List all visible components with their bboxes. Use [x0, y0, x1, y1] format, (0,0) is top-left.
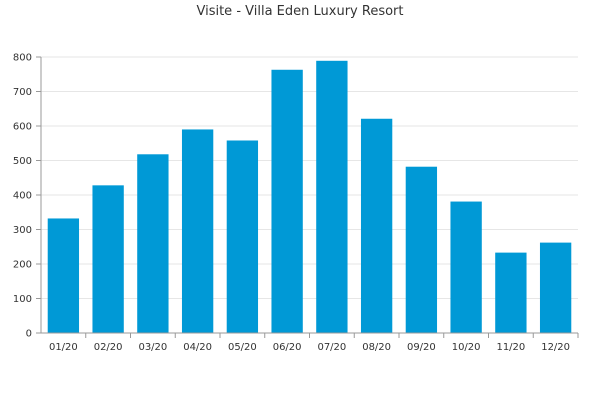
bar	[137, 154, 169, 333]
chart-title: Visite - Villa Eden Luxury Resort	[196, 4, 403, 19]
y-tick-label: 800	[13, 53, 32, 64]
y-tick-label: 500	[13, 156, 32, 167]
y-axis: 0 100 200 300 400 500 600 700 800	[13, 53, 42, 340]
grid	[41, 56, 578, 299]
y-tick-label: 600	[13, 122, 32, 133]
bar	[47, 218, 80, 333]
x-tick-label: 03/20	[138, 342, 167, 353]
y-tick-label: 300	[13, 225, 32, 236]
x-tick-label: 08/20	[362, 342, 391, 353]
x-tick-label: 02/20	[94, 342, 123, 353]
y-tick-label: 100	[13, 294, 32, 305]
x-tick-label: 11/20	[496, 342, 525, 353]
x-tick-label: 06/20	[273, 342, 302, 353]
bars	[47, 60, 572, 334]
x-tick-label: 01/20	[49, 342, 78, 353]
bar	[495, 252, 527, 333]
x-tick-label: 05/20	[228, 342, 257, 353]
x-tick-label: 04/20	[183, 342, 212, 353]
bar	[450, 201, 482, 333]
bar	[226, 140, 259, 333]
bar	[181, 129, 214, 333]
bar	[92, 185, 124, 333]
bar	[405, 166, 438, 333]
bar	[539, 242, 572, 333]
bar	[271, 69, 303, 333]
bar	[360, 118, 393, 333]
y-tick-label: 700	[13, 87, 32, 98]
x-tick-label: 07/20	[317, 342, 346, 353]
x-tick-label: 12/20	[541, 342, 570, 353]
bar	[316, 60, 348, 334]
x-axis: 01/20 02/20 03/20 04/20 05/20 06/20 07/20 08/20…	[41, 332, 579, 353]
y-tick-label: 0	[26, 329, 32, 340]
x-tick-label: 09/20	[407, 342, 436, 353]
y-tick-label: 400	[13, 191, 32, 202]
x-tick-label: 10/20	[452, 342, 481, 353]
y-tick-label: 200	[13, 260, 32, 271]
